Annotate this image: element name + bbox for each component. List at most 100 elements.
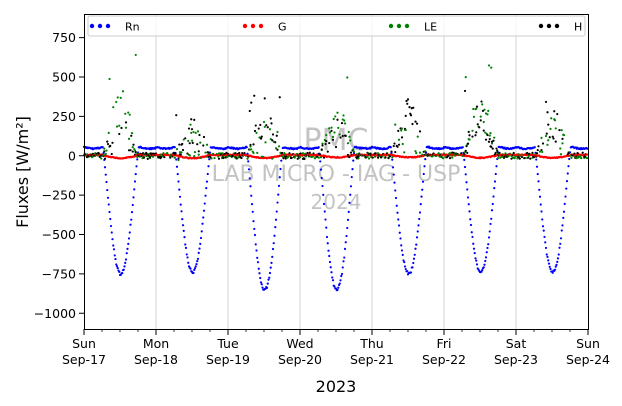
rn-point bbox=[198, 247, 201, 250]
le-point bbox=[342, 114, 345, 117]
x-tick-label-date: Sep-19 bbox=[206, 352, 250, 367]
rn-point bbox=[543, 235, 546, 239]
rn-point bbox=[548, 265, 551, 268]
h-point bbox=[558, 128, 561, 132]
le-point bbox=[330, 126, 333, 129]
le-point bbox=[190, 131, 193, 134]
rn-point bbox=[468, 210, 471, 213]
h-point bbox=[531, 151, 534, 154]
rn-point bbox=[105, 180, 108, 184]
h-point bbox=[254, 124, 257, 127]
h-point bbox=[468, 134, 471, 137]
le-point bbox=[173, 156, 176, 159]
rn-point bbox=[279, 167, 282, 171]
legend-label: G bbox=[278, 21, 287, 34]
rn-point bbox=[112, 244, 115, 247]
le-point bbox=[560, 129, 563, 132]
rn-point bbox=[127, 242, 130, 245]
le-point bbox=[311, 155, 314, 158]
h-point bbox=[406, 98, 410, 101]
h-point bbox=[252, 143, 255, 146]
h-point bbox=[340, 121, 344, 125]
rn-point bbox=[181, 224, 185, 227]
h-point bbox=[163, 155, 166, 159]
rn-point bbox=[349, 193, 352, 196]
h-point bbox=[187, 127, 191, 130]
le-point bbox=[346, 142, 350, 145]
h-point bbox=[537, 145, 540, 148]
le-point bbox=[479, 115, 482, 118]
h-point bbox=[491, 147, 494, 150]
rn-point bbox=[261, 286, 264, 289]
h-point bbox=[330, 129, 333, 132]
h-point bbox=[414, 120, 417, 123]
rn-point bbox=[338, 282, 341, 285]
le-point bbox=[367, 157, 371, 160]
le-point bbox=[107, 131, 110, 134]
le-point bbox=[397, 138, 401, 141]
rn-point bbox=[538, 188, 541, 191]
rn-point bbox=[132, 196, 135, 199]
rn-point bbox=[275, 210, 278, 213]
rn-point bbox=[404, 267, 407, 271]
legend-marker bbox=[258, 23, 264, 29]
rn-point bbox=[467, 203, 470, 206]
h-point bbox=[275, 134, 278, 137]
rn-point bbox=[535, 158, 538, 161]
h-point bbox=[512, 151, 515, 155]
rn-point bbox=[564, 195, 567, 198]
x-tick-label-date: Sep-17 bbox=[62, 352, 106, 367]
le-point bbox=[192, 130, 195, 134]
rn-point bbox=[413, 253, 416, 256]
x-tick-label-date: Sep-18 bbox=[134, 352, 178, 367]
x-tick-label-day: Wed bbox=[286, 336, 313, 351]
h-point bbox=[129, 149, 132, 152]
h-point bbox=[408, 106, 411, 109]
rn-point bbox=[173, 146, 176, 149]
g-point bbox=[586, 153, 589, 156]
x-tick-label-day: Sat bbox=[506, 336, 527, 351]
rn-point bbox=[350, 175, 353, 179]
h-point bbox=[411, 122, 414, 126]
x-tick-label-day: Mon bbox=[143, 336, 169, 351]
rn-point bbox=[245, 146, 248, 149]
rn-point bbox=[340, 274, 343, 278]
rn-point bbox=[466, 196, 470, 199]
h-point bbox=[492, 139, 495, 142]
h-point bbox=[265, 124, 268, 127]
le-point bbox=[559, 147, 562, 150]
h-point bbox=[269, 117, 272, 120]
rn-point bbox=[549, 267, 552, 271]
rn-point bbox=[196, 257, 200, 260]
h-point bbox=[465, 145, 468, 148]
h-point bbox=[406, 102, 409, 105]
h-point bbox=[518, 157, 521, 160]
h-point bbox=[487, 140, 491, 143]
rn-point bbox=[347, 210, 350, 213]
rn-point bbox=[187, 261, 190, 264]
le-point bbox=[489, 132, 492, 135]
h-point bbox=[282, 157, 285, 160]
rn-point bbox=[568, 151, 572, 154]
rn-point bbox=[125, 252, 128, 255]
rn-point bbox=[535, 165, 539, 168]
h-point bbox=[556, 112, 559, 116]
rn-point bbox=[203, 202, 206, 205]
le-point bbox=[507, 155, 510, 158]
rn-point bbox=[180, 210, 183, 213]
le-point bbox=[346, 76, 349, 79]
h-point bbox=[341, 134, 344, 138]
le-point bbox=[256, 151, 259, 154]
le-point bbox=[213, 156, 216, 160]
h-point bbox=[536, 148, 539, 152]
le-point bbox=[187, 139, 190, 142]
h-point bbox=[334, 145, 338, 149]
rn-point bbox=[208, 158, 211, 161]
rn-point bbox=[541, 225, 545, 228]
le-point bbox=[333, 131, 336, 134]
rn-point bbox=[131, 203, 134, 207]
rn-point bbox=[109, 217, 112, 221]
h-point bbox=[547, 123, 550, 126]
h-point bbox=[552, 137, 555, 140]
h-point bbox=[480, 100, 483, 103]
